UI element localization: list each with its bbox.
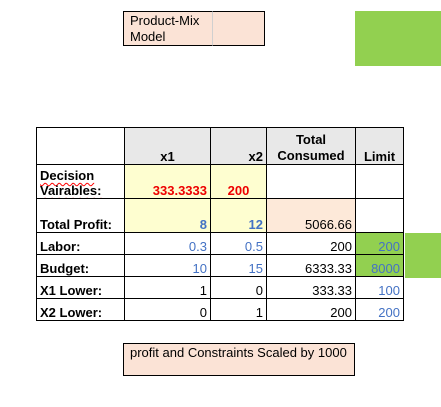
- title-adjacent-cell[interactable]: [212, 11, 265, 46]
- decision-x2-value[interactable]: 200: [210, 164, 267, 199]
- decision-variables-row: Decision Vairables: 333.3333 200: [36, 164, 404, 199]
- header-x1[interactable]: x1: [124, 127, 211, 165]
- header-corner-cell[interactable]: [36, 127, 125, 165]
- header-x2[interactable]: x2: [210, 127, 267, 165]
- labor-x1-value[interactable]: 0.3: [124, 232, 211, 255]
- x1-lower-limit-value[interactable]: 100: [355, 276, 404, 299]
- green-shape-middle-right: [405, 233, 441, 278]
- labor-label[interactable]: Labor:: [36, 232, 125, 255]
- green-shape-top-right: [355, 11, 441, 66]
- budget-total-value[interactable]: 6333.33: [266, 254, 356, 277]
- budget-label[interactable]: Budget:: [36, 254, 125, 277]
- x2-lower-row: X2 Lower: 0 1 200 200: [36, 298, 404, 321]
- budget-limit-value[interactable]: 8000: [355, 254, 404, 277]
- budget-x2-value[interactable]: 15: [210, 254, 267, 277]
- model-title[interactable]: Product-Mix Model: [123, 11, 212, 46]
- x1-lower-x1-value[interactable]: 1: [124, 276, 211, 299]
- x2-lower-x1-value[interactable]: 0: [124, 298, 211, 321]
- x2-lower-total-value[interactable]: 200: [266, 298, 356, 321]
- budget-row: Budget: 10 15 6333.33 8000: [36, 254, 404, 277]
- x1-lower-row: X1 Lower: 1 0 333.33 100: [36, 276, 404, 299]
- x2-lower-limit-value[interactable]: 200: [355, 298, 404, 321]
- labor-total-value[interactable]: 200: [266, 232, 356, 255]
- labor-row: Labor: 0.3 0.5 200 200: [36, 232, 404, 255]
- x1-lower-label[interactable]: X1 Lower:: [36, 276, 125, 299]
- x1-lower-x2-value[interactable]: 0: [210, 276, 267, 299]
- budget-x1-value[interactable]: 10: [124, 254, 211, 277]
- x1-lower-total-value[interactable]: 333.33: [266, 276, 356, 299]
- decision-x1-value[interactable]: 333.3333: [124, 164, 211, 199]
- profit-limit-value[interactable]: [355, 198, 404, 233]
- profit-x1-value[interactable]: 8: [124, 198, 211, 233]
- labor-limit-value[interactable]: 200: [355, 232, 404, 255]
- profit-x2-value[interactable]: 12: [210, 198, 267, 233]
- header-total-consumed[interactable]: Total Consumed: [266, 127, 356, 165]
- header-row: x1 x2 Total Consumed Limit: [36, 127, 404, 165]
- decision-variables-label[interactable]: Decision Vairables:: [36, 164, 125, 199]
- decision-total-value[interactable]: [266, 164, 356, 199]
- decision-limit-value[interactable]: [355, 164, 404, 199]
- profit-total-value[interactable]: 5066.66: [266, 198, 356, 233]
- header-limit[interactable]: Limit: [355, 127, 404, 165]
- labor-x2-value[interactable]: 0.5: [210, 232, 267, 255]
- scaling-note[interactable]: profit and Constraints Scaled by 1000: [123, 343, 355, 376]
- total-profit-row: Total Profit: 8 12 5066.66: [36, 198, 404, 233]
- x2-lower-label[interactable]: X2 Lower:: [36, 298, 125, 321]
- x2-lower-x2-value[interactable]: 1: [210, 298, 267, 321]
- total-profit-label[interactable]: Total Profit:: [36, 198, 125, 233]
- product-mix-table: x1 x2 Total Consumed Limit Decision Vair…: [36, 127, 404, 321]
- decision-variables-label-text: Decision Vairables:: [40, 168, 102, 198]
